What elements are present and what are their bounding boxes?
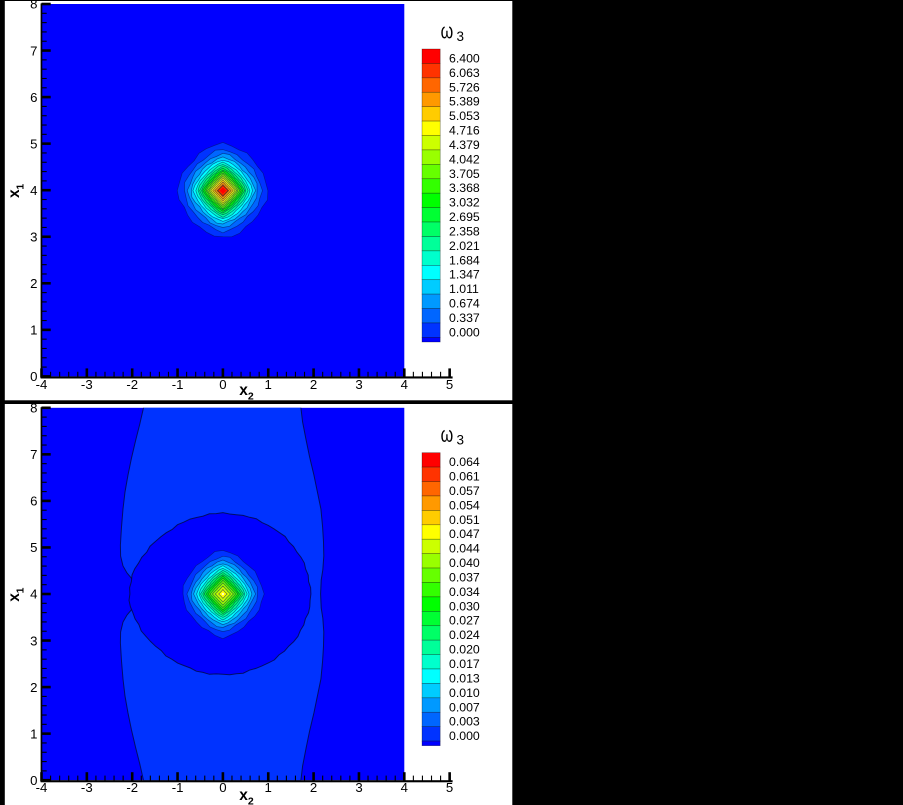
svg-text:3: 3 bbox=[457, 29, 465, 44]
svg-text:4: 4 bbox=[401, 780, 408, 795]
svg-text:3: 3 bbox=[30, 229, 37, 244]
svg-text:5.389: 5.389 bbox=[449, 95, 480, 109]
svg-text:4.042: 4.042 bbox=[449, 152, 480, 166]
svg-text:5: 5 bbox=[30, 136, 37, 151]
svg-text:0.061: 0.061 bbox=[449, 470, 480, 484]
svg-text:0.010: 0.010 bbox=[449, 686, 480, 700]
svg-text:1.684: 1.684 bbox=[449, 253, 480, 267]
svg-text:3.705: 3.705 bbox=[449, 167, 480, 181]
svg-text:4: 4 bbox=[30, 183, 37, 198]
svg-text:0.337: 0.337 bbox=[449, 311, 480, 325]
svg-text:1: 1 bbox=[265, 377, 272, 392]
svg-text:8: 8 bbox=[30, 0, 37, 12]
svg-text:-2: -2 bbox=[126, 780, 138, 795]
svg-text:2.358: 2.358 bbox=[449, 224, 480, 238]
svg-text:ω: ω bbox=[441, 422, 454, 447]
svg-text:4: 4 bbox=[401, 377, 408, 392]
svg-text:4.379: 4.379 bbox=[449, 138, 480, 152]
svg-text:3: 3 bbox=[355, 780, 362, 795]
svg-text:0.020: 0.020 bbox=[449, 643, 480, 657]
svg-text:1: 1 bbox=[265, 780, 272, 795]
svg-text:0.000: 0.000 bbox=[449, 729, 480, 743]
svg-text:0.030: 0.030 bbox=[449, 599, 480, 613]
svg-text:7: 7 bbox=[30, 43, 37, 58]
svg-text:2: 2 bbox=[310, 780, 317, 795]
svg-text:2.021: 2.021 bbox=[449, 239, 480, 253]
svg-text:0.057: 0.057 bbox=[449, 484, 480, 498]
svg-text:x: x bbox=[239, 382, 248, 399]
svg-text:0.017: 0.017 bbox=[449, 657, 480, 671]
svg-text:6.063: 6.063 bbox=[449, 66, 480, 80]
svg-text:0.013: 0.013 bbox=[449, 671, 480, 685]
svg-text:-3: -3 bbox=[81, 780, 93, 795]
svg-text:-4: -4 bbox=[36, 377, 48, 392]
svg-text:-4: -4 bbox=[36, 780, 48, 795]
svg-text:5: 5 bbox=[446, 377, 453, 392]
svg-text:3: 3 bbox=[30, 633, 37, 648]
svg-text:0.051: 0.051 bbox=[449, 513, 480, 527]
svg-text:0: 0 bbox=[30, 773, 37, 788]
svg-text:2: 2 bbox=[248, 795, 254, 805]
svg-text:5: 5 bbox=[446, 780, 453, 795]
svg-text:2: 2 bbox=[248, 391, 254, 403]
svg-text:5.726: 5.726 bbox=[449, 80, 480, 94]
svg-text:1: 1 bbox=[14, 587, 26, 593]
svg-text:0.674: 0.674 bbox=[449, 297, 480, 311]
svg-text:x: x bbox=[6, 189, 23, 198]
svg-text:1: 1 bbox=[30, 726, 37, 741]
svg-text:-2: -2 bbox=[126, 377, 138, 392]
svg-text:0.040: 0.040 bbox=[449, 556, 480, 570]
svg-text:3.368: 3.368 bbox=[449, 181, 480, 195]
svg-text:0.007: 0.007 bbox=[449, 700, 480, 714]
svg-text:x: x bbox=[239, 787, 248, 804]
svg-text:1.011: 1.011 bbox=[449, 282, 479, 296]
svg-text:0: 0 bbox=[219, 780, 226, 795]
svg-text:0.037: 0.037 bbox=[449, 570, 480, 584]
svg-text:0.054: 0.054 bbox=[449, 498, 480, 512]
svg-text:0: 0 bbox=[30, 369, 37, 384]
svg-text:0.064: 0.064 bbox=[449, 455, 480, 469]
svg-text:x: x bbox=[6, 593, 23, 602]
svg-text:6: 6 bbox=[30, 90, 37, 105]
svg-text:-3: -3 bbox=[81, 377, 93, 392]
svg-text:0.044: 0.044 bbox=[449, 542, 480, 556]
svg-text:0.003: 0.003 bbox=[449, 715, 480, 729]
svg-text:-1: -1 bbox=[172, 780, 184, 795]
svg-text:7: 7 bbox=[30, 447, 37, 462]
svg-text:0.024: 0.024 bbox=[449, 628, 480, 642]
svg-text:2: 2 bbox=[30, 276, 37, 291]
svg-text:1: 1 bbox=[30, 323, 37, 338]
svg-text:2.695: 2.695 bbox=[449, 210, 480, 224]
svg-text:0.027: 0.027 bbox=[449, 614, 480, 628]
svg-text:0.047: 0.047 bbox=[449, 527, 480, 541]
svg-text:1: 1 bbox=[14, 184, 26, 190]
svg-text:8: 8 bbox=[30, 401, 37, 416]
svg-text:0.000: 0.000 bbox=[449, 325, 480, 339]
svg-text:-1: -1 bbox=[172, 377, 184, 392]
svg-text:3: 3 bbox=[457, 433, 465, 448]
svg-text:2: 2 bbox=[310, 377, 317, 392]
svg-text:1.347: 1.347 bbox=[449, 268, 480, 282]
svg-text:6: 6 bbox=[30, 494, 37, 509]
svg-text:6.400: 6.400 bbox=[449, 51, 480, 65]
svg-text:ω: ω bbox=[441, 18, 454, 43]
svg-text:0.034: 0.034 bbox=[449, 585, 480, 599]
svg-text:5.053: 5.053 bbox=[449, 109, 480, 123]
svg-text:3: 3 bbox=[355, 377, 362, 392]
svg-text:0: 0 bbox=[219, 377, 226, 392]
svg-text:5: 5 bbox=[30, 540, 37, 555]
svg-text:4.716: 4.716 bbox=[449, 124, 480, 138]
svg-text:2: 2 bbox=[30, 680, 37, 695]
svg-text:3.032: 3.032 bbox=[449, 196, 480, 210]
svg-text:4: 4 bbox=[30, 587, 37, 602]
